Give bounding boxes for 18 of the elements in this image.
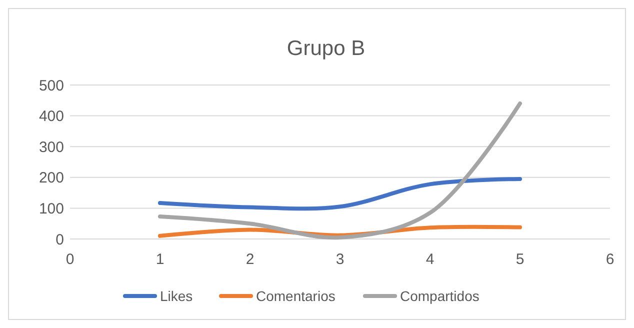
x-tick-label: 1 <box>156 251 164 268</box>
chart-title: Grupo B <box>286 37 366 60</box>
y-tick-label: 300 <box>38 138 64 156</box>
y-tick-label: 500 <box>38 77 64 94</box>
x-tick-label: 4 <box>426 251 434 268</box>
x-tick-label: 3 <box>336 251 344 268</box>
line-series <box>158 101 522 240</box>
x-tick-label: 2 <box>246 251 254 268</box>
y-tick-label: 0 <box>56 231 64 248</box>
legend-label: Compartidos <box>400 288 480 304</box>
x-tick-label: 0 <box>66 251 74 268</box>
y-tick-label: 200 <box>38 170 64 187</box>
y-tick-label: 100 <box>38 200 64 218</box>
x-tick-label: 5 <box>516 251 524 268</box>
y-tick-label: 400 <box>38 108 64 126</box>
x-tick-label: 6 <box>606 251 614 268</box>
legend-label: Comentarios <box>256 288 336 304</box>
legend-label: Likes <box>160 288 193 304</box>
